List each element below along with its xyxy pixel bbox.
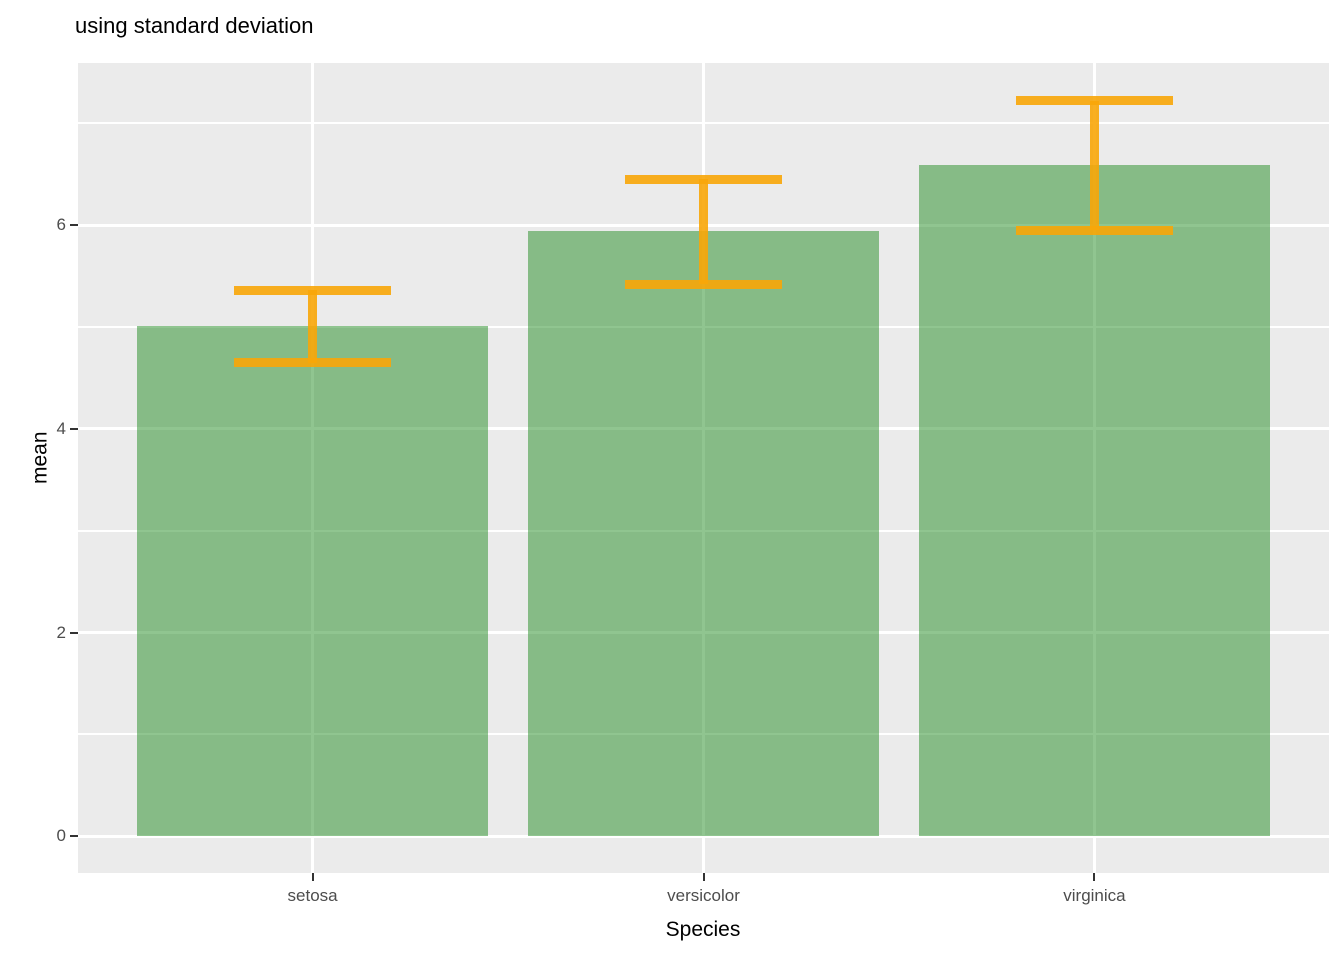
y-tick-label: 2: [56, 622, 66, 642]
y-tick-mark: [70, 835, 78, 838]
errorbar-stem: [699, 179, 708, 285]
plot-panel: [78, 63, 1329, 873]
y-tick-label: 4: [56, 418, 66, 438]
x-tick-label-setosa: setosa: [287, 886, 338, 905]
x-tick-mark: [702, 873, 705, 881]
y-tick-mark: [70, 631, 78, 634]
errorbar-cap-top: [625, 174, 782, 184]
bar-setosa: [136, 325, 489, 837]
errorbar-cap-bottom: [625, 279, 782, 289]
x-tick-mark: [311, 873, 314, 881]
errorbar-cap-top: [234, 285, 391, 295]
y-tick-mark: [70, 224, 78, 226]
y-tick-label: 6: [56, 215, 66, 234]
chart-title: using standard deviation: [75, 13, 314, 38]
errorbar-cap-bottom: [234, 358, 391, 368]
x-tick-label-virginica: virginica: [1063, 886, 1126, 905]
x-axis-title: Species: [665, 918, 741, 941]
y-tick-mark: [70, 427, 78, 430]
errorbar-cap-bottom: [1016, 225, 1173, 235]
x-tick-label-versicolor: versicolor: [667, 886, 740, 905]
x-tick-mark: [1093, 873, 1096, 881]
bar-versicolor: [527, 231, 880, 837]
errorbar-stem: [308, 290, 318, 363]
errorbar-stem: [1089, 100, 1099, 231]
y-axis-title: mean: [28, 431, 52, 484]
bar-virginica: [918, 164, 1271, 837]
errorbar-cap-top: [1016, 96, 1173, 106]
y-tick-label: 0: [56, 826, 66, 846]
